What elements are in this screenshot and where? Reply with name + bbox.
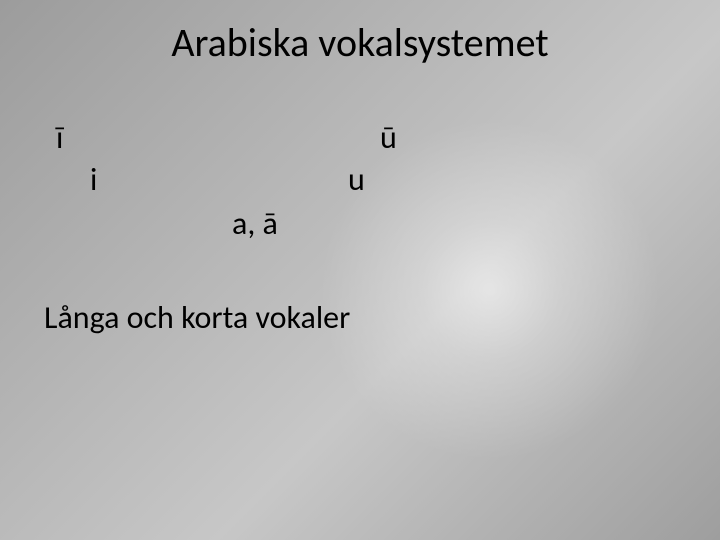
vowel-a: a, ā bbox=[232, 204, 278, 243]
slide-title: Arabiska vokalsystemet bbox=[0, 18, 720, 67]
slide: Arabiska vokalsystemet ī ū i u a, ā Lång… bbox=[0, 0, 720, 540]
vowel-u-long: ū bbox=[380, 118, 397, 157]
vowel-i-long: ī bbox=[56, 118, 63, 157]
vowel-i-short: i bbox=[90, 160, 97, 199]
vowel-u-short: u bbox=[348, 160, 365, 199]
slide-caption: Långa och korta vokaler bbox=[44, 298, 350, 337]
